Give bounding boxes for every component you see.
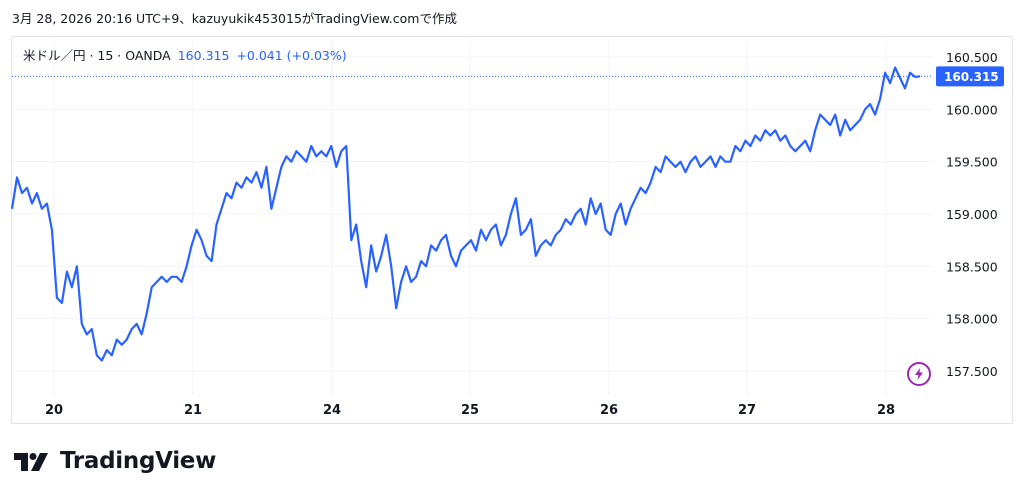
y-tick-label: 159.500 [946,155,998,170]
price-axis: 157.500 158.000 158.500 159.000 159.500 160.0… [946,50,998,379]
chart-frame[interactable] [11,36,1013,424]
grid-lines [12,38,932,395]
lightning-glyph [915,368,923,380]
brand-name: TradingView [60,448,217,474]
y-tick-label: 160.500 [946,50,998,65]
y-tick-label: 157.500 [946,364,998,379]
y-tick-label: 160.000 [946,102,998,117]
price-change: +0.041 (+0.03%) [236,48,347,63]
x-tick-label: 21 [184,403,202,418]
chart-legend: 米ドル／円 · 15 · OANDA 160.315 +0.041 (+0.03… [23,45,347,64]
time-axis: 20 21 24 25 26 27 28 [45,403,895,418]
x-tick-label: 28 [877,403,895,418]
y-tick-label: 158.500 [946,259,998,274]
symbol-info: 米ドル／円 · 15 · OANDA [23,48,171,63]
usd-jpy-price-line [10,66,921,362]
y-tick-label: 159.000 [946,207,998,222]
last-price: 160.315 [177,48,230,63]
last-price-label-bg [936,66,1004,87]
lightning-icon[interactable] [907,362,931,386]
tradingview-logo-icon [14,453,48,471]
chart-caption: 3月 28, 2026 20:16 UTC+9、kazuyukik453015が… [12,11,457,26]
y-tick-label: 158.000 [946,312,998,327]
last-price-label-text: 160.315 [944,70,999,84]
tradingview-brand[interactable]: TradingView [14,448,216,474]
x-tick-label: 25 [461,403,479,418]
x-tick-label: 24 [323,403,341,418]
x-tick-label: 27 [738,403,756,418]
x-tick-label: 20 [45,403,63,418]
last-price-label: 160.315 [936,66,1004,87]
x-tick-label: 26 [600,403,618,418]
